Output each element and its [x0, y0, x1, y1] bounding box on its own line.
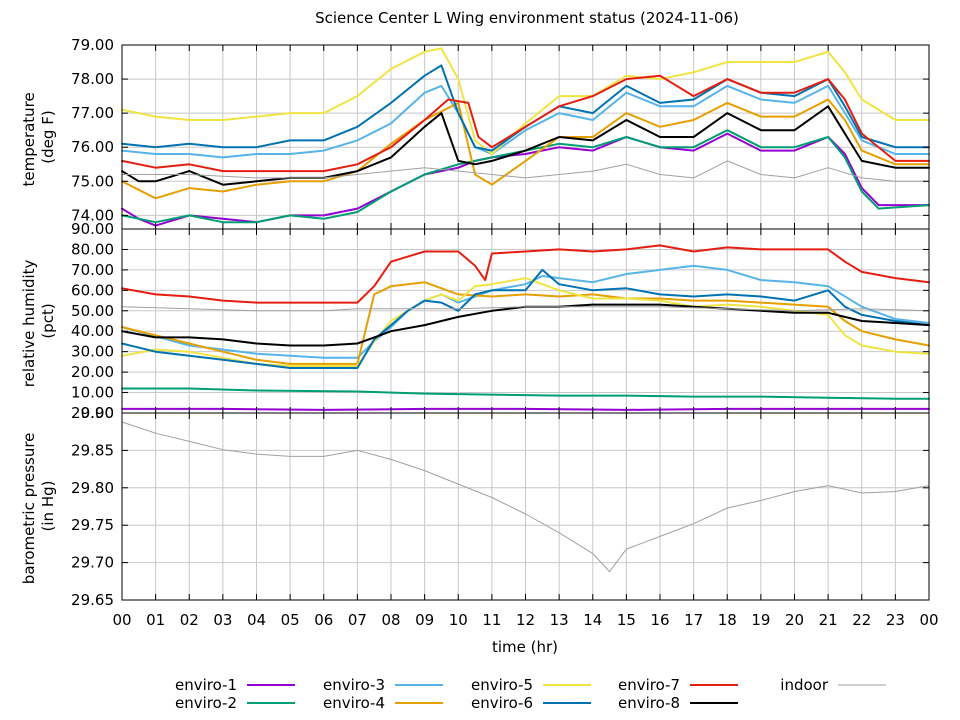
pressure-ylabel: barometric pressure (in Hg): [20, 428, 57, 584]
y-tick-label: 29.80: [71, 479, 114, 497]
humidity-series-enviro-2: [121, 387, 930, 400]
y-tick-label: 0.00: [81, 404, 114, 422]
y-tick-label: 80.00: [71, 240, 114, 258]
y-tick-label: 20.00: [71, 363, 114, 381]
humidity-series-enviro-7: [121, 244, 930, 304]
y-tick-label: 75.00: [71, 172, 114, 190]
temperature-series-enviro-8: [121, 105, 930, 186]
temperature-series-enviro-4: [121, 98, 930, 200]
x-tick-label: 00: [919, 611, 938, 629]
legend-label: enviro-5: [471, 676, 533, 694]
legend-label: indoor: [780, 676, 829, 694]
temperature-ylabel: temperature (deg F): [20, 87, 57, 186]
humidity-series-enviro-4: [121, 281, 930, 365]
humidity-series-enviro-6: [121, 268, 930, 369]
y-tick-label: 70.00: [71, 261, 114, 279]
y-tick-label: 76.00: [71, 138, 114, 156]
y-tick-label: 60.00: [71, 281, 114, 299]
humidity-ylabel-line1: relative humidity: [20, 259, 38, 387]
y-tick-label: 78.00: [71, 70, 114, 88]
y-tick-label: 29.90: [71, 404, 114, 422]
x-tick-label: 10: [449, 611, 468, 629]
pressure-ylabel-line2: (in Hg): [39, 481, 57, 532]
x-tick-label: 22: [852, 611, 871, 629]
x-tick-label: 13: [550, 611, 569, 629]
legend-entry-enviro-6: enviro-6: [471, 694, 591, 712]
x-tick-label: 16: [650, 611, 669, 629]
y-tick-label: 29.65: [71, 591, 114, 609]
humidity-series-enviro-3: [121, 264, 930, 359]
x-tick-label: 21: [819, 611, 838, 629]
y-tick-label: 77.00: [71, 104, 114, 122]
y-tick-label: 10.00: [71, 384, 114, 402]
legend-entry-enviro-7: enviro-7: [618, 676, 738, 694]
temperature-series-enviro-7: [121, 74, 930, 173]
x-tick-label: 09: [415, 611, 434, 629]
humidity-ylabel-line2: (pct): [39, 303, 57, 338]
x-tick-label: 07: [348, 611, 367, 629]
x-tick-label: 03: [213, 611, 232, 629]
legend-label: enviro-6: [471, 694, 533, 712]
humidity-series-indoor: [121, 306, 930, 312]
panel-pressure-frame: [121, 412, 930, 601]
y-tick-label: 29.75: [71, 516, 114, 534]
temperature-series-enviro-6: [121, 64, 930, 152]
legend-entry-indoor: indoor: [780, 676, 886, 694]
legend-label: enviro-4: [323, 694, 385, 712]
legend-label: enviro-8: [618, 694, 680, 712]
y-tick-label: 79.00: [71, 36, 114, 54]
temperature-series-indoor: [121, 160, 930, 182]
y-tick-label: 74.00: [71, 206, 114, 224]
x-tick-label: 00: [112, 611, 131, 629]
legend-label: enviro-1: [175, 676, 237, 694]
x-axis-label: time (hr): [492, 638, 558, 656]
panel-pressure: 29.65 29.70 29.75 29.80 29.85 29.90 barometri…: [20, 404, 930, 609]
x-tick-label: 14: [583, 611, 602, 629]
x-tick-label: 02: [180, 611, 199, 629]
x-tick-label: 12: [516, 611, 535, 629]
legend-label: enviro-3: [323, 676, 385, 694]
x-tick-label: 17: [684, 611, 703, 629]
x-tick-label: 05: [281, 611, 300, 629]
x-tick-label: 19: [751, 611, 770, 629]
y-tick-label: 29.85: [71, 441, 114, 459]
panel-humidity: 0.00 10.00 20.00 30.00 40.00 50.00 60.00 70.00 8…: [20, 220, 930, 422]
chart-title: Science Center L Wing environment status…: [315, 9, 739, 27]
legend-entry-enviro-2: enviro-2: [175, 694, 295, 712]
temperature-series-enviro-3: [121, 84, 930, 159]
temperature-ylabel-line1: temperature: [20, 92, 38, 186]
y-tick-label: 29.70: [71, 554, 114, 572]
y-tick-label: 30.00: [71, 343, 114, 361]
panel-temperature: 74.00 75.00 76.00 77.00 78.00 79.00 temperatu…: [20, 36, 930, 230]
x-tick-label: 01: [146, 611, 165, 629]
pressure-ylabel-line1: barometric pressure: [20, 433, 38, 585]
x-tick-label: 20: [785, 611, 804, 629]
temperature-ylabel-line2: (deg F): [39, 110, 57, 163]
legend-entry-enviro-4: enviro-4: [323, 694, 443, 712]
x-tick-label: 08: [381, 611, 400, 629]
legend-entry-enviro-5: enviro-5: [471, 676, 591, 694]
x-tick-label: 15: [617, 611, 636, 629]
x-tick-label: 06: [314, 611, 333, 629]
x-tick-label: 18: [718, 611, 737, 629]
pressure-series-indoor: [121, 421, 930, 573]
x-tick-label: 04: [247, 611, 266, 629]
legend-entry-enviro-3: enviro-3: [323, 676, 443, 694]
legend-entry-enviro-8: enviro-8: [618, 694, 738, 712]
legend-label: enviro-2: [175, 694, 237, 712]
y-tick-label: 50.00: [71, 302, 114, 320]
y-tick-label: 90.00: [71, 220, 114, 238]
y-tick-label: 40.00: [71, 322, 114, 340]
x-axis-ticks: 00 01 02 03 04 05 06 07 08 09 10 11 12 13 14 15 16 17 18 19…: [112, 611, 938, 629]
x-tick-label: 23: [886, 611, 905, 629]
x-tick-label: 11: [482, 611, 501, 629]
humidity-ylabel: relative humidity (pct): [20, 255, 57, 387]
legend-entry-enviro-1: enviro-1: [175, 676, 295, 694]
legend-label: enviro-7: [618, 676, 680, 694]
